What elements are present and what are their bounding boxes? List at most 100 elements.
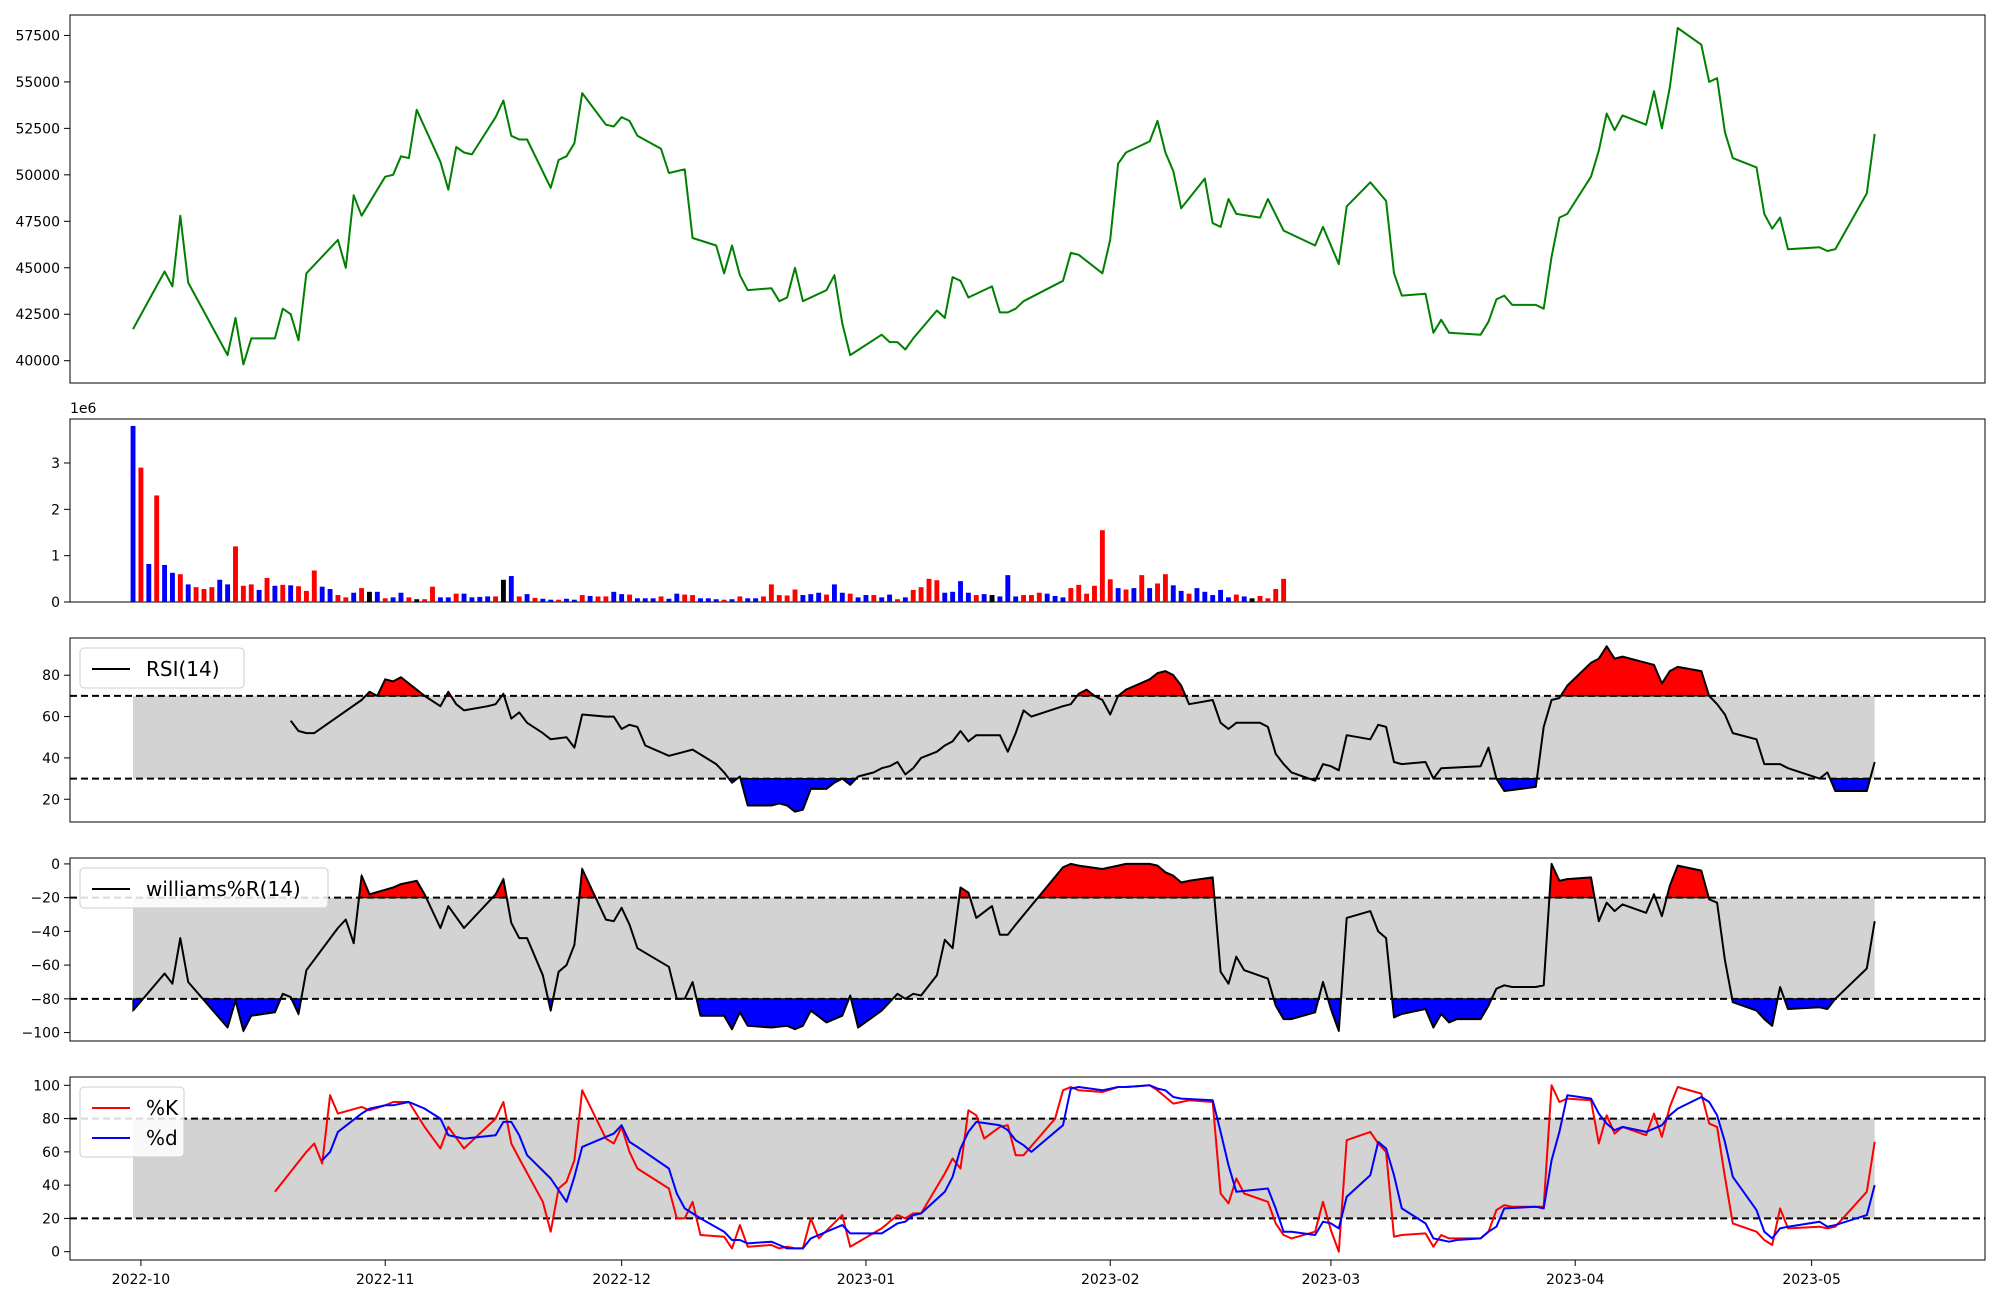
volume-bar (248, 584, 254, 602)
volume-bar (705, 598, 711, 602)
volume-bar (1226, 597, 1231, 602)
volume-bar (398, 592, 404, 602)
volume-bar (477, 596, 483, 602)
neutral-band (133, 695, 1875, 779)
volume-bar (445, 597, 451, 602)
y-tick-label: 1 (51, 549, 60, 565)
legend-label: %d (146, 1126, 178, 1150)
volume-bar (146, 564, 152, 602)
y-tick-label: 40 (42, 1178, 60, 1194)
volume-bar (1115, 588, 1121, 602)
volume-bar (831, 584, 837, 602)
y-tick-label: 80 (42, 668, 60, 684)
stochastic-line (274, 1084, 1876, 1253)
volume-bar (564, 598, 569, 602)
x-tick-label: 2023-01 (837, 1272, 896, 1288)
volume-bar (1273, 589, 1279, 602)
legend-box (79, 1086, 185, 1158)
oversold-fill (1731, 998, 1779, 1027)
y-tick-label: 0 (51, 1245, 60, 1261)
volume-bar (390, 597, 396, 602)
volume-bar (1241, 596, 1247, 602)
volume-bar (847, 593, 853, 602)
volume-bar (193, 587, 199, 602)
volume-bar (855, 597, 861, 602)
volume-bar (217, 579, 223, 602)
volume-bar (579, 595, 585, 602)
oversold-fill (1829, 778, 1871, 792)
y-tick-label: −100 (22, 1026, 60, 1042)
y-tick-label: 3 (51, 456, 60, 472)
volume-bar (950, 591, 956, 602)
plot-frame (69, 418, 1986, 603)
volume-bar (343, 597, 349, 602)
x-tick-label: 2023-04 (1546, 1272, 1605, 1288)
volume-bar (240, 585, 246, 602)
volume-bar (887, 594, 893, 602)
volume-bar (469, 597, 475, 602)
volume-bar (776, 595, 782, 602)
volume-bar (311, 570, 317, 602)
y-tick-label: −80 (30, 992, 60, 1008)
williams-line (132, 862, 1876, 1032)
volume-bar (934, 580, 940, 602)
williams-r-panel: −100 −80 −60 −40 −20 0 williams%R(14) (22, 857, 1986, 1042)
x-axis: 2022-10 2022-11 2022-12 2023-01 2023-02 2023-… (112, 1260, 1841, 1288)
y-tick-label: 80 (42, 1112, 60, 1128)
plot-frame (69, 857, 1986, 1042)
volume-bar (556, 599, 562, 602)
volume-bar (753, 598, 759, 602)
volume-bar (1005, 575, 1011, 602)
oversold-fill (739, 778, 843, 813)
volume-bar (603, 596, 609, 602)
volume-bar (824, 594, 829, 602)
volume-bar (1068, 588, 1074, 602)
legend-box (79, 867, 329, 909)
volume-bar (1076, 584, 1082, 602)
y-tick-label: 40000 (15, 354, 60, 370)
volume-bar (902, 597, 908, 602)
y-tick-label: 2 (51, 502, 60, 518)
volume-bar (264, 577, 270, 602)
volume-bar (1218, 589, 1224, 602)
volume-bar (634, 598, 640, 602)
volume-bar (973, 595, 979, 602)
volume-bar (761, 596, 766, 602)
overbought-fill (1665, 864, 1710, 899)
y-tick-label: 57500 (15, 28, 60, 44)
volume-bar (532, 597, 538, 602)
volume-bar (1084, 593, 1090, 602)
plot-frame (69, 1076, 1986, 1261)
oversold-fill (1273, 998, 1320, 1020)
volume-bar (1092, 585, 1097, 602)
legend-label: RSI(14) (146, 657, 220, 681)
volume-bar (154, 495, 160, 602)
volume-bar (587, 595, 593, 602)
x-tick-label: 2023-03 (1302, 1272, 1361, 1288)
y-tick-label: 0 (51, 595, 60, 611)
volume-bar (737, 596, 743, 602)
volume-bar (863, 595, 869, 602)
volume-bar (1265, 598, 1271, 602)
volume-bar (792, 589, 798, 602)
stochastic-panel: 0 20 40 60 80 100 %K %d (33, 1076, 1986, 1261)
volume-bar (548, 599, 554, 602)
volume-bar (177, 574, 183, 602)
volume-bar (406, 597, 412, 602)
y-tick-label: 52500 (15, 121, 60, 137)
volume-panel: 0 1 2 3 1e6 (51, 401, 1986, 611)
y-tick-label: −20 (30, 891, 60, 907)
y-tick-label: 55000 (15, 75, 60, 91)
y-tick-label: −40 (30, 924, 60, 940)
volume-bar (130, 425, 136, 602)
volume-bar (642, 598, 648, 602)
oversold-fill (695, 998, 850, 1031)
overbought-fill (1116, 670, 1187, 697)
volume-bar (280, 584, 286, 602)
x-tick-label: 2022-10 (112, 1272, 171, 1288)
y-tick-label: 47500 (15, 214, 60, 230)
volume-bar (524, 594, 530, 602)
volume-bar (374, 591, 380, 602)
volume-bar (1044, 593, 1050, 602)
